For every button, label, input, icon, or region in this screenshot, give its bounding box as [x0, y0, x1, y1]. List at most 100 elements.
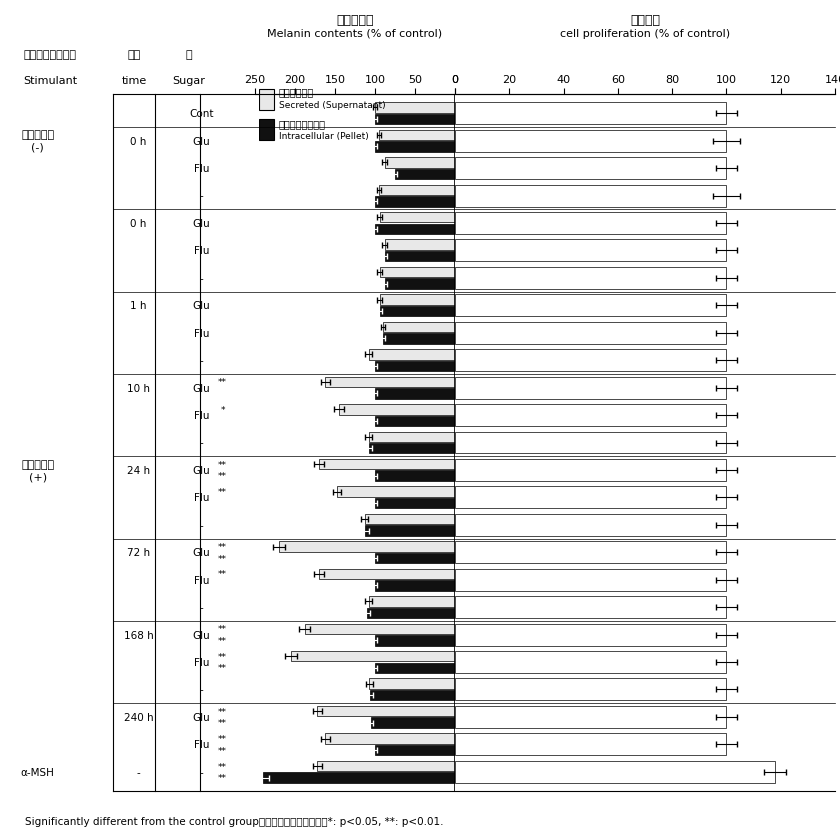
Bar — [375, 635, 455, 645]
Bar — [279, 542, 455, 552]
Bar — [385, 279, 455, 289]
Bar — [455, 651, 727, 673]
Text: Glu: Glu — [192, 548, 211, 558]
Bar — [367, 608, 455, 619]
Text: Melanin contents (% of control): Melanin contents (% of control) — [267, 29, 443, 39]
Text: Flu: Flu — [194, 164, 209, 174]
Text: **: ** — [218, 652, 227, 661]
Text: 168 h: 168 h — [123, 630, 154, 640]
Bar — [325, 733, 455, 744]
Bar — [375, 745, 455, 756]
Bar — [375, 196, 455, 207]
Bar — [379, 186, 455, 196]
Bar — [369, 444, 455, 454]
Text: スティミュラント: スティミュラント — [24, 50, 77, 60]
Bar — [379, 130, 455, 141]
Text: 0 h: 0 h — [130, 219, 147, 229]
Bar — [385, 158, 455, 168]
Bar — [263, 772, 455, 782]
Bar — [365, 514, 455, 525]
Text: -: - — [200, 767, 203, 777]
Text: 10 h: 10 h — [127, 383, 150, 393]
Bar — [305, 624, 455, 635]
Bar — [455, 514, 727, 536]
Text: -: - — [200, 603, 203, 613]
Bar — [395, 170, 455, 180]
Text: 放出　　上清: 放出 上清 — [279, 88, 314, 98]
Text: 72 h: 72 h — [127, 548, 150, 558]
Bar — [370, 691, 455, 701]
Text: **: ** — [218, 706, 227, 716]
Text: Flu: Flu — [194, 246, 209, 256]
Bar — [385, 240, 455, 251]
Bar — [455, 268, 727, 289]
Bar — [369, 432, 455, 442]
Bar — [455, 679, 727, 701]
Bar — [455, 542, 727, 563]
Text: **: ** — [218, 543, 227, 551]
Bar — [319, 460, 455, 470]
Text: -: - — [200, 191, 203, 201]
Bar — [455, 569, 727, 591]
Text: α-MSH: α-MSH — [21, 767, 55, 777]
Text: Glu: Glu — [192, 219, 211, 229]
Text: **: ** — [218, 746, 227, 755]
Text: *: * — [220, 405, 225, 415]
Bar — [337, 487, 455, 497]
Text: Glu: Glu — [192, 136, 211, 146]
Bar — [375, 142, 455, 152]
Text: **: ** — [218, 773, 227, 782]
Text: Intracellular (Pellet): Intracellular (Pellet) — [279, 132, 369, 140]
Bar — [455, 596, 727, 619]
Text: **: ** — [218, 734, 227, 743]
Bar — [339, 405, 455, 415]
Text: **: ** — [218, 460, 227, 469]
Bar — [375, 416, 455, 426]
Text: time: time — [122, 76, 147, 86]
Bar — [455, 295, 727, 317]
Text: -: - — [200, 356, 203, 365]
Bar — [455, 460, 727, 482]
Bar — [455, 487, 727, 509]
Bar — [375, 115, 455, 125]
Bar — [383, 334, 455, 344]
Text: -: - — [200, 520, 203, 530]
Text: 時間: 時間 — [128, 50, 141, 60]
Text: cell proliferation (% of control): cell proliferation (% of control) — [560, 29, 730, 39]
Text: Flu: Flu — [194, 740, 209, 749]
Text: 1 h: 1 h — [130, 301, 147, 311]
Bar — [455, 323, 727, 344]
Bar — [365, 526, 455, 536]
Bar — [385, 252, 455, 262]
Bar — [383, 323, 455, 333]
Text: **: ** — [218, 762, 227, 771]
Text: 糖: 糖 — [186, 50, 192, 60]
Bar — [369, 596, 455, 607]
Bar — [455, 377, 727, 399]
Bar — [291, 651, 455, 661]
Text: Glu: Glu — [192, 466, 211, 476]
Text: Flu: Flu — [194, 410, 209, 421]
Bar — [455, 706, 727, 728]
Text: **: ** — [218, 487, 227, 497]
Text: メラニン量: メラニン量 — [336, 13, 374, 27]
Text: **: ** — [218, 570, 227, 579]
Bar — [375, 389, 455, 399]
Text: コラーゲン
(+): コラーゲン (+) — [21, 459, 55, 482]
Text: 24 h: 24 h — [127, 466, 150, 476]
Bar — [325, 377, 455, 388]
Text: 細胞増殖: 細胞増殖 — [630, 13, 660, 27]
Text: コラーゲン
(-): コラーゲン (-) — [21, 130, 55, 153]
Bar — [319, 569, 455, 579]
Bar — [375, 471, 455, 482]
Text: Flu: Flu — [194, 329, 209, 339]
Text: Stimulant: Stimulant — [24, 76, 77, 86]
Bar — [455, 103, 727, 125]
Text: **: ** — [218, 472, 227, 481]
Text: Significantly different from the control group（対照群との優位差），*: p<0.05, **: p<0.01.: Significantly different from the control… — [25, 816, 444, 826]
Text: Cont: Cont — [189, 109, 214, 119]
Bar — [455, 186, 727, 207]
Text: **: ** — [218, 718, 227, 727]
Bar — [318, 706, 455, 716]
Text: -: - — [200, 273, 203, 283]
